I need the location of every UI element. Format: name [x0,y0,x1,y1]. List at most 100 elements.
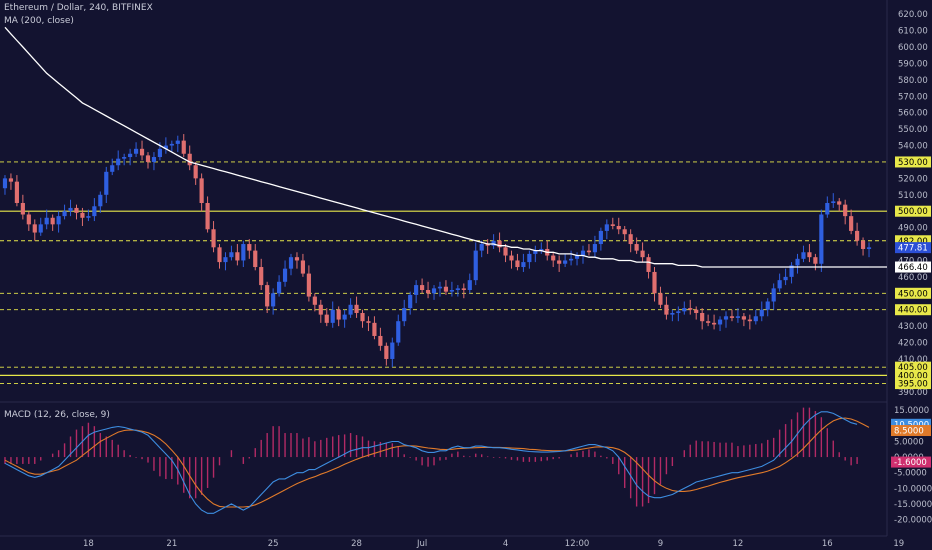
candle-body [598,230,603,245]
candle-body [712,322,717,325]
candle-body [819,214,824,264]
candle-body [628,234,633,245]
candle-body [235,252,240,261]
candle-body [610,224,615,226]
candle-body [497,240,502,248]
x-tick-label: 28 [351,539,362,549]
candle-body [56,216,61,225]
candle-body [568,258,574,261]
candle-body [747,319,752,322]
candle-body [658,293,663,305]
candle-body [8,178,14,182]
candle-body [390,342,395,359]
candle-body [26,214,31,225]
x-tick-label: 4 [503,539,508,549]
candle-body [241,244,246,261]
level-badge-label: 440.00 [898,306,928,316]
candle-body [723,316,729,320]
candle-body [491,240,496,246]
candle-body [449,290,454,292]
candle-body [14,181,19,203]
level-badge-label: 482.00 [898,237,928,247]
candle-body [664,304,669,315]
candle-body [479,244,484,251]
candle-body [342,314,347,320]
candle-body [402,308,407,322]
level-badge-440.00 [895,304,931,316]
price-tick-label: 540.00 [898,142,928,152]
candle-body [455,288,460,291]
candle-body [837,201,842,205]
hist-value-badge-label: -1.6000 [894,458,927,468]
candle-body [634,244,639,251]
candle-body [20,203,25,215]
candle-body [473,250,478,281]
candle-body [741,316,746,320]
candle-body [133,148,139,154]
candle-body [509,255,514,261]
level-badge-label: 395.00 [898,380,928,390]
candle-body [98,194,103,207]
candle-body [551,255,556,261]
candle-body [717,319,723,325]
candle-body [259,267,264,286]
candle-body [539,248,544,251]
candle-body [646,257,651,272]
macd-tick-label: 5.0000 [894,437,924,447]
candle-body [431,288,437,294]
candle-body [229,252,234,258]
candle-body [753,316,758,322]
candle-body [86,216,91,218]
candle-body [843,204,848,217]
candle-body [700,312,705,322]
candle-body [110,165,115,172]
x-tick-label: Jul [416,539,427,549]
candle-body [735,316,741,318]
candle-body [831,201,836,203]
price-tick-label: 620.00 [898,10,928,20]
candle-body [288,257,294,269]
level-badge-500.00 [895,205,931,217]
level-badge-400.00 [895,369,931,381]
price-tick-label: 570.00 [898,92,928,102]
price-tick-label: 430.00 [898,322,928,332]
candle-body [306,273,311,297]
candle-body [163,145,168,149]
level-badge-label: 400.00 [898,371,928,381]
macd-tick-label: -5.0000 [894,469,927,479]
candle-body [294,257,300,261]
candle-body [425,290,431,294]
candle-body [372,322,377,336]
candle-body [223,257,228,263]
candle-body [211,229,216,248]
candle-body [92,206,97,217]
candle-body [247,244,252,251]
price-tick-label: 410.00 [898,355,928,365]
price-tick-label: 580.00 [898,76,928,86]
chart-title: Ethereum / Dollar, 240, BITFINEX [4,3,153,13]
candle-body [860,240,866,249]
candle-body [825,203,830,215]
candle-body [181,140,186,154]
candle-body [205,203,210,230]
candle-body [360,312,365,322]
x-tick-label: 16 [822,539,833,549]
signal-value-badge [891,425,931,437]
candle-body [580,250,586,256]
candle-body [157,148,162,158]
price-tick-label: 420.00 [898,339,928,349]
candle-body [217,247,222,263]
macd-line [4,411,858,514]
candle-body [694,309,699,313]
level-badge-482.00 [895,235,931,247]
candle-body [676,311,681,313]
candle-body [461,288,466,291]
x-tick-label: 12 [733,539,744,549]
candle-body [50,217,55,225]
price-tick-label: 560.00 [898,109,928,119]
candle-body [277,281,282,294]
price-tick-label: 470.00 [898,256,928,266]
candle-body [312,296,317,305]
candle-body [688,308,693,310]
